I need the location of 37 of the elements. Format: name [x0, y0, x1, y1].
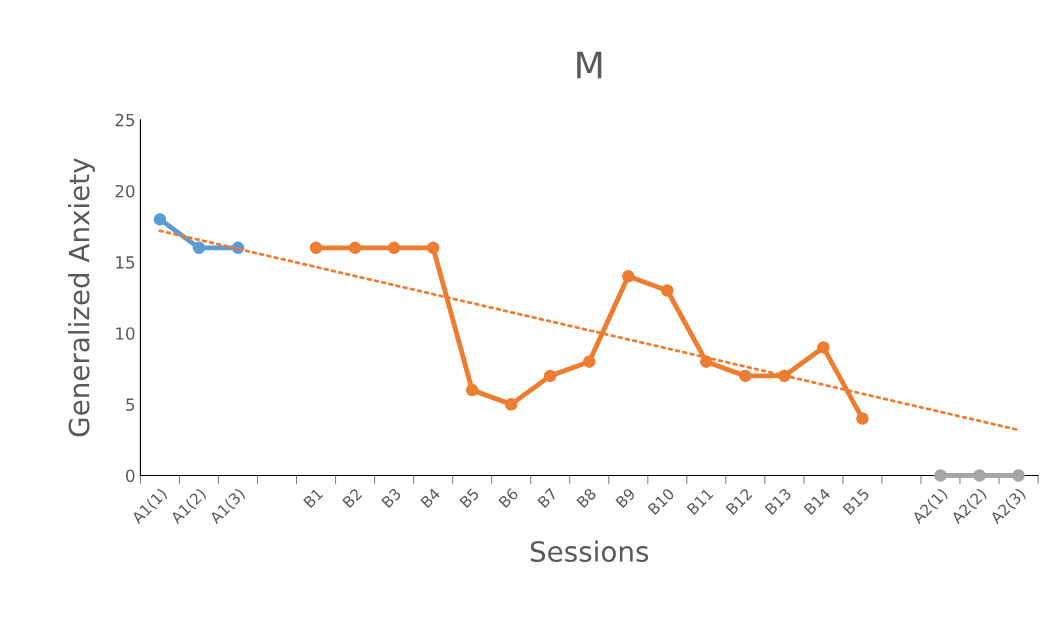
point [622, 270, 635, 283]
y-tick-label: 20 [115, 184, 135, 198]
x-tick-label: B3 [381, 487, 402, 509]
y-tick-label: 10 [116, 327, 135, 340]
x-tick-label: B1 [303, 487, 324, 509]
point [153, 213, 167, 226]
x-axis-title: Sessions [530, 540, 649, 563]
point [348, 241, 362, 255]
x-tick-label: B7 [537, 487, 558, 509]
point [739, 369, 752, 383]
point [309, 241, 323, 255]
y-tick-label: 5 [126, 398, 135, 411]
point [582, 355, 596, 368]
point [387, 241, 401, 255]
point [426, 241, 440, 255]
point [817, 341, 830, 354]
x-tick-label: B8 [576, 487, 597, 509]
point [465, 383, 479, 397]
point [661, 284, 674, 297]
x-tick-label: B11 [686, 487, 714, 515]
point [543, 369, 557, 383]
y-tick-label: 15 [116, 256, 135, 269]
chart-title: M [577, 51, 602, 79]
x-tick-label: B2 [342, 487, 363, 509]
y-tick-label: 0 [126, 469, 135, 483]
y-axis-title: Generalized Anxiety [68, 158, 95, 437]
x-tick-label: B9 [615, 487, 636, 509]
point [934, 469, 947, 482]
point [192, 241, 206, 255]
x-tick-label: B4 [420, 487, 441, 509]
point [856, 412, 869, 425]
x-tick-label: B6 [498, 487, 519, 509]
x-tick-label: B5 [459, 487, 480, 509]
y-tick-label: 25 [115, 113, 135, 127]
point [973, 469, 986, 482]
point [504, 398, 518, 411]
point [1012, 469, 1025, 482]
